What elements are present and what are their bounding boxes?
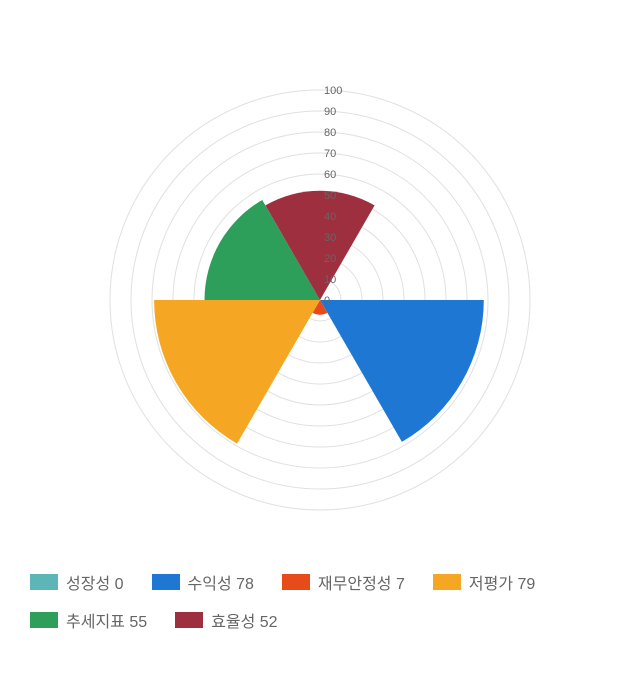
legend-swatch <box>30 574 58 590</box>
legend-label: 성장성 0 <box>66 570 124 594</box>
legend-swatch <box>433 574 461 590</box>
axis-tick-label: 100 <box>324 85 342 97</box>
axis-tick-label: 50 <box>324 190 336 202</box>
axis-tick-label: 0 <box>324 295 330 307</box>
legend-label: 추세지표 55 <box>66 608 147 632</box>
axis-tick-label: 70 <box>324 148 336 160</box>
legend-label: 재무안정성 7 <box>318 570 405 594</box>
legend-item: 수익성 78 <box>152 570 254 594</box>
legend-item: 효율성 52 <box>175 608 277 632</box>
legend-item: 성장성 0 <box>30 570 124 594</box>
legend: 성장성 0 수익성 78 재무안정성 7 저평가 79 추세지표 55 효율성 52 <box>0 560 640 646</box>
axis-tick-label: 20 <box>324 253 336 265</box>
axis-tick-label: 60 <box>324 169 336 181</box>
legend-swatch <box>282 574 310 590</box>
legend-label: 저평가 79 <box>469 570 535 594</box>
polar-chart: 0 10 20 30 40 50 60 70 80 90 100 <box>0 0 640 560</box>
legend-label: 효율성 52 <box>211 608 277 632</box>
axis-tick-label: 40 <box>324 211 336 223</box>
legend-item: 추세지표 55 <box>30 608 147 632</box>
legend-swatch <box>175 612 203 628</box>
axis-tick-label: 30 <box>324 232 336 244</box>
legend-swatch <box>152 574 180 590</box>
legend-swatch <box>30 612 58 628</box>
axis-tick-label: 80 <box>324 127 336 139</box>
legend-item: 저평가 79 <box>433 570 535 594</box>
axis-tick-label: 10 <box>324 274 336 286</box>
slice <box>320 300 484 442</box>
chart-svg: 0 10 20 30 40 50 60 70 80 90 100 <box>0 0 640 560</box>
legend-label: 수익성 78 <box>188 570 254 594</box>
slice <box>154 300 320 444</box>
axis-tick-label: 90 <box>324 106 336 118</box>
legend-item: 재무안정성 7 <box>282 570 405 594</box>
